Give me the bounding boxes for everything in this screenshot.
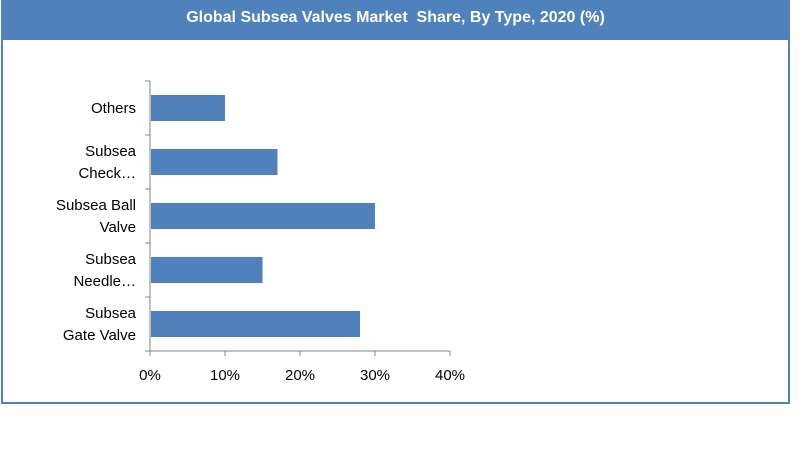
category-label: Subsea Check… bbox=[78, 143, 136, 182]
category-label: Subsea Ball Valve bbox=[56, 197, 136, 236]
bar bbox=[151, 311, 360, 337]
x-tick-label: 20% bbox=[285, 367, 315, 384]
category-label: Subsea Needle… bbox=[73, 251, 136, 290]
bar bbox=[151, 95, 225, 121]
chart-title: Global Subsea Valves Market Share, By Ty… bbox=[3, 2, 788, 40]
chart-panel: Global Subsea Valves Market Share, By Ty… bbox=[1, 0, 790, 404]
x-tick-label: 30% bbox=[360, 367, 390, 384]
category-label: Others bbox=[91, 100, 136, 117]
category-label: Subsea Gate Valve bbox=[63, 305, 137, 344]
bar bbox=[151, 203, 375, 229]
bar bbox=[151, 257, 263, 283]
bar bbox=[151, 149, 278, 175]
x-tick-label: 40% bbox=[435, 367, 465, 384]
x-tick-label: 0% bbox=[139, 367, 161, 384]
x-tick-label: 10% bbox=[210, 367, 240, 384]
